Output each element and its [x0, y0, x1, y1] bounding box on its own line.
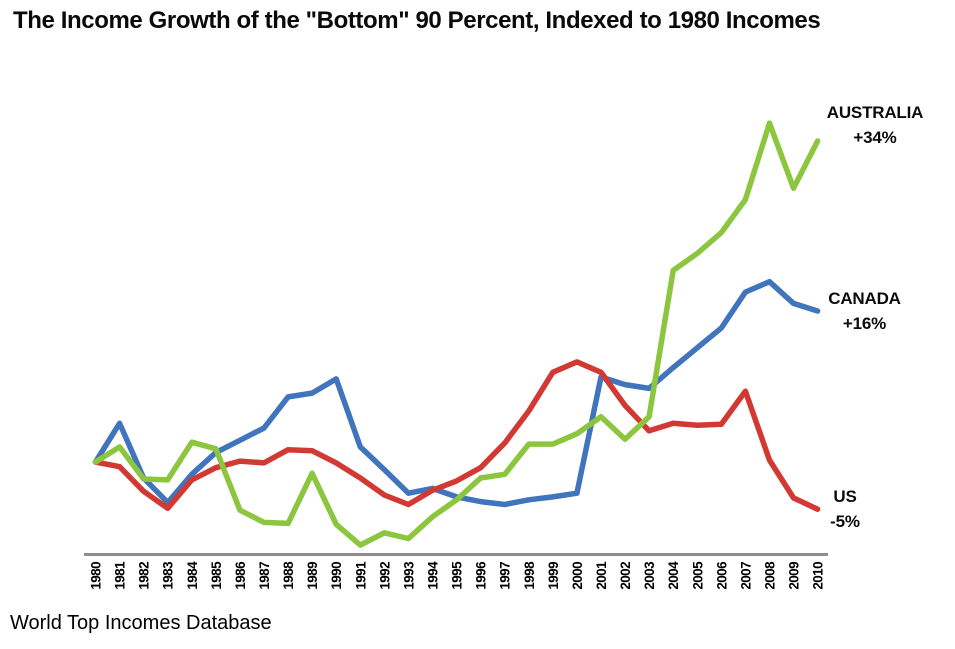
x-tick-label: 2009: [787, 562, 802, 590]
x-tick-label: 1987: [257, 562, 272, 590]
series-label-australia: AUSTRALIA +34%: [815, 100, 935, 150]
x-tick-label: 2006: [714, 561, 729, 590]
x-tick-label: 1998: [522, 561, 537, 590]
x-tick-label: 1997: [498, 562, 513, 590]
series-label-canada-name: CANADA: [828, 289, 901, 308]
x-tick-label: 1986: [233, 561, 248, 590]
x-tick-label: 1985: [209, 561, 224, 590]
x-tick-label: 1994: [425, 561, 440, 590]
x-tick-label: 1993: [401, 561, 416, 590]
x-tick-label: 1984: [185, 561, 200, 590]
x-tick-label: 2001: [594, 561, 609, 590]
x-tick-label: 2008: [762, 561, 777, 590]
series-label-canada: CANADA +16%: [807, 286, 922, 336]
x-tick-label: 2002: [618, 562, 633, 590]
series-label-australia-pct: +34%: [853, 128, 897, 147]
source-note: World Top Incomes Database: [10, 612, 272, 634]
x-tick-label: 1980: [89, 562, 104, 590]
x-tick-label: 1992: [377, 562, 392, 590]
x-tick-label: 1996: [474, 561, 489, 590]
series-label-us-pct: -5%: [830, 512, 860, 531]
x-tick-label: 2003: [642, 561, 657, 590]
x-tick-label: 2007: [738, 562, 753, 590]
x-tick-label: 2004: [666, 561, 681, 590]
x-tick-label: 2010: [811, 562, 826, 590]
series-line-australia: [92, 120, 821, 548]
chart-title: The Income Growth of the "Bottom" 90 Per…: [13, 7, 821, 34]
x-tick-label: 1990: [329, 562, 344, 590]
x-tick-label: 1989: [305, 562, 320, 590]
x-tick-label: 2000: [570, 562, 585, 590]
series-label-australia-name: AUSTRALIA: [826, 103, 924, 122]
x-tick-label: 1991: [353, 561, 368, 590]
x-tick-label: 1983: [161, 561, 176, 590]
series-label-us-name: US: [833, 487, 857, 506]
series-line-us: [92, 359, 821, 512]
x-tick-label: 1981: [113, 561, 128, 590]
x-tick-label: 1982: [137, 562, 152, 590]
series-label-canada-pct: +16%: [842, 314, 887, 333]
x-tick-label: 1988: [281, 561, 296, 590]
x-tick-label: 1995: [450, 561, 465, 590]
x-tick-label: 2005: [690, 561, 705, 590]
x-tick-label: 1999: [546, 562, 561, 590]
series-label-us: US -5%: [799, 484, 891, 534]
